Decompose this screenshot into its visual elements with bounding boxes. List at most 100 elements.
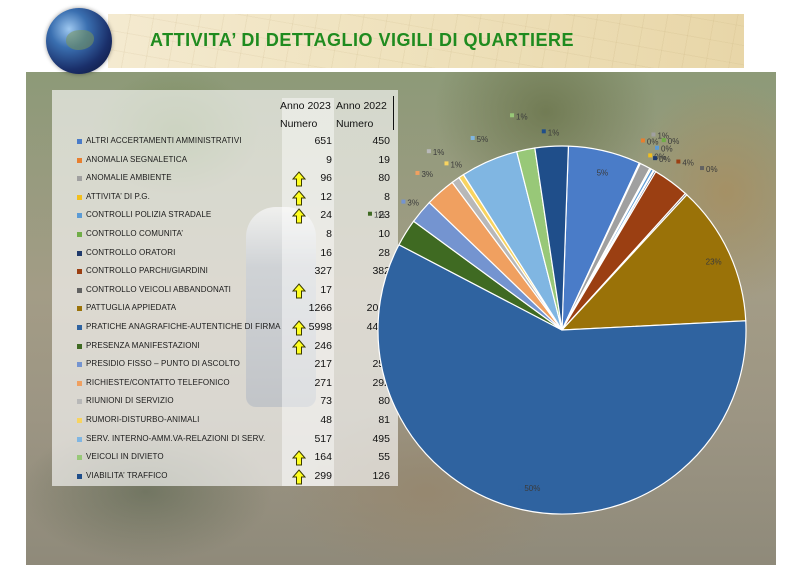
- value-2023: 327: [314, 265, 332, 278]
- header-number-2022: Numero: [336, 118, 374, 130]
- legend-swatch: [77, 213, 82, 219]
- pie-label-text: 23%: [706, 257, 722, 266]
- row-label: CONTROLLO VEICOLI ABBANDONATI: [86, 284, 232, 294]
- table-panel: [52, 90, 398, 486]
- legend-swatch: [77, 325, 82, 330]
- value-2023: 24: [320, 209, 332, 222]
- value-2023: 48: [320, 414, 332, 426]
- increase-arrow-icon: [292, 320, 306, 336]
- pie-label: 0%: [640, 137, 658, 146]
- value-2022: 23: [378, 209, 390, 222]
- pie-label-swatch: [590, 169, 595, 174]
- increase-arrow-icon: [292, 208, 306, 224]
- pie-label-swatch: [699, 258, 704, 263]
- pie-label-swatch: [655, 145, 660, 150]
- legend-swatch: [77, 418, 82, 423]
- value-2022: 8: [384, 190, 390, 203]
- value-2022: 80: [378, 395, 390, 408]
- pie-label-text: 50%: [524, 484, 540, 493]
- pie-label: 0%: [655, 145, 673, 154]
- row-label: RICHIESTE/CONTATTO TELEFONICO: [86, 377, 230, 387]
- increase-arrow-icon: [292, 338, 306, 355]
- row-label: PRESIDIO FISSO – PUNTO DI ASCOLTO: [86, 359, 241, 369]
- pie-label: 1%: [444, 160, 462, 169]
- increase-arrow-icon: [292, 190, 306, 206]
- value-2023: 651: [314, 135, 332, 147]
- pie-label-text: 1%: [374, 211, 386, 220]
- pie-label: 50%: [518, 484, 540, 493]
- row-label: ANOMALIA SEGNALETICA: [86, 154, 188, 164]
- value-2022: 81: [378, 414, 390, 426]
- row-label: ATTIVITA’ DI P.G.: [86, 191, 150, 201]
- pie-slice: [534, 145, 570, 331]
- column-2023-highlight: [282, 98, 334, 486]
- pie-label: 3%: [401, 199, 419, 208]
- value-2023: 9: [326, 153, 332, 166]
- pie-label: 1%: [367, 211, 386, 220]
- pie-label-text: 1%: [433, 148, 445, 157]
- value-2022: 28: [378, 246, 390, 259]
- pie-label-text: 0%: [659, 155, 671, 164]
- legend-swatch: [77, 399, 82, 405]
- pie-label: 5%: [470, 135, 489, 144]
- value-2022: 19: [378, 153, 390, 166]
- pie-label-text: 3%: [421, 170, 433, 179]
- pie-label-swatch: [676, 159, 681, 164]
- pie-label-swatch: [401, 199, 406, 204]
- header-divider: [393, 96, 394, 130]
- value-2023: 271: [314, 376, 332, 389]
- pie-label: 4%: [676, 159, 694, 168]
- legend-swatch: [77, 176, 82, 182]
- pie-label-swatch: [648, 153, 653, 158]
- value-2023: 17: [320, 283, 332, 296]
- legend-swatch: [77, 362, 82, 368]
- legend-swatch: [77, 139, 82, 144]
- pie-label-text: 0%: [668, 137, 680, 146]
- value-2023: 246: [314, 339, 332, 352]
- legend-swatch: [77, 287, 82, 293]
- pie-label-text: 1%: [657, 131, 669, 140]
- pie-label-swatch: [415, 170, 420, 175]
- pie-label-text: 0%: [661, 145, 673, 154]
- value-2023: 217: [314, 358, 332, 371]
- legend-swatch: [77, 473, 82, 479]
- pie-slice: [377, 243, 747, 515]
- row-label: PATTUGLIA APPIEDATA: [86, 303, 177, 313]
- value-2023: 517: [314, 432, 332, 445]
- row-label: RUMORI-DISTURBO-ANIMALI: [86, 415, 200, 424]
- value-2022: 80: [378, 172, 390, 185]
- globe-logo: [46, 8, 112, 74]
- pie-label-swatch: [651, 132, 656, 137]
- value-2023: 16: [320, 246, 332, 259]
- legend-swatch: [77, 380, 82, 386]
- pie-label-swatch: [367, 211, 372, 216]
- pie-label: 0%: [700, 165, 718, 174]
- legend-swatch: [77, 306, 82, 312]
- pie-label-swatch: [541, 129, 546, 134]
- pie-label: 3%: [415, 170, 433, 179]
- row-label: ANOMALIE AMBIENTE: [86, 173, 172, 183]
- value-2023: 5998: [308, 321, 332, 333]
- row-label: PRESENZA MANIFESTAZIONI: [86, 340, 200, 350]
- value-2023: 73: [320, 395, 332, 408]
- value-2022: 55: [378, 451, 390, 464]
- row-label: CONTROLLO COMUNITA’: [86, 229, 184, 238]
- pie-label-text: 1%: [450, 160, 462, 169]
- pie-label-swatch: [426, 149, 431, 154]
- legend-swatch: [77, 232, 82, 237]
- pie-label-swatch: [518, 485, 523, 490]
- value-2023: 8: [326, 228, 332, 240]
- value-2022: 126: [372, 469, 390, 482]
- value-2023: 1266: [308, 302, 332, 315]
- legend-swatch: [77, 343, 82, 349]
- value-2023: 164: [314, 451, 332, 464]
- pie-label-text: 5%: [477, 135, 489, 144]
- pie-label: 1%: [541, 128, 559, 137]
- pie-label: 23%: [699, 257, 722, 266]
- legend-swatch: [77, 250, 82, 256]
- pie-label-text: 3%: [407, 199, 419, 208]
- pie-label-text: 4%: [682, 159, 694, 168]
- value-2023: 12: [320, 190, 332, 203]
- increase-arrow-icon: [292, 469, 306, 485]
- row-label: SERV. INTERNO-AMM.VA-RELAZIONI DI SERV.: [86, 433, 266, 443]
